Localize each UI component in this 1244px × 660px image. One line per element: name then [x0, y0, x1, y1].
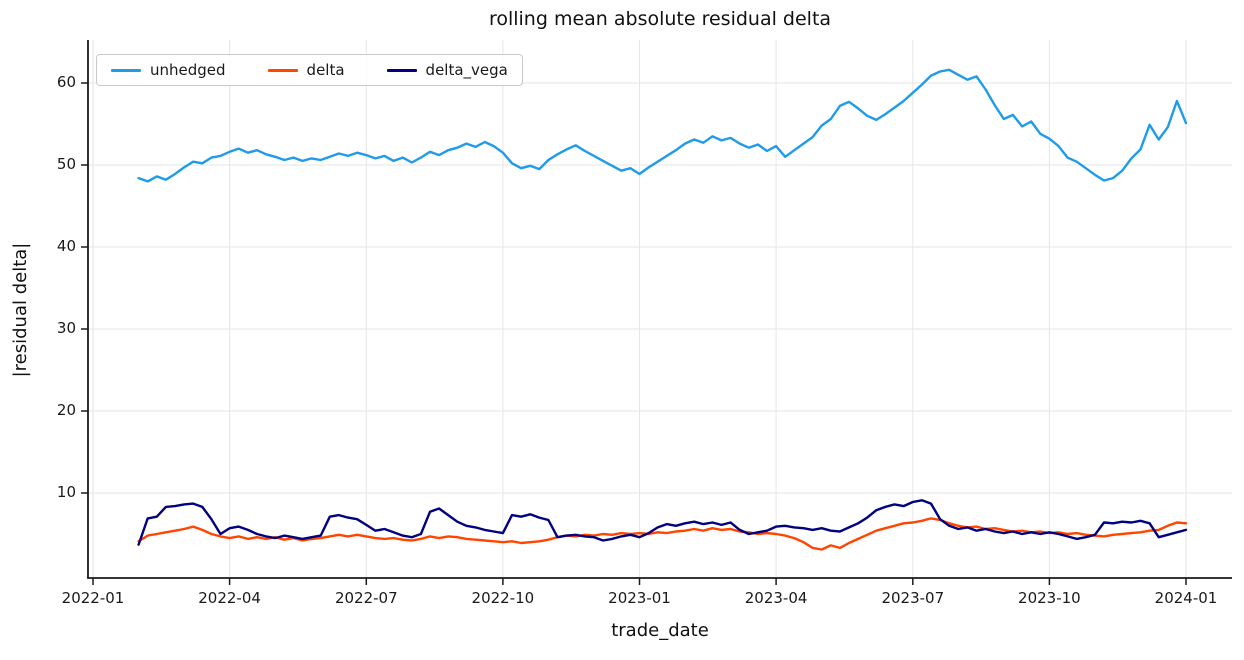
x-tick-label: 2023-07 — [881, 589, 945, 607]
x-tick-label: 2023-01 — [608, 589, 671, 607]
x-tick-label: 2023-04 — [744, 589, 808, 607]
x-tick-label: 2023-10 — [1018, 589, 1081, 607]
legend-label: delta_vega — [425, 61, 508, 79]
y-tick-label: 10 — [56, 483, 76, 501]
legend-item-delta_vega: delta_vega — [386, 61, 508, 79]
chart-title: rolling mean absolute residual delta — [488, 8, 832, 30]
x-axis-label: trade_date — [611, 620, 709, 641]
legend-swatch-delta — [267, 68, 298, 72]
legend-label: unhedged — [150, 61, 226, 79]
y-tick-label: 40 — [56, 237, 76, 255]
y-tick-label: 20 — [56, 401, 76, 419]
series-line-delta_vega — [137, 499, 1188, 546]
x-tick-label: 2022-07 — [334, 589, 398, 607]
x-tick-label: 2022-04 — [198, 589, 261, 607]
legend-item-delta: delta — [267, 61, 345, 79]
y-tick-label: 60 — [56, 73, 76, 91]
x-tick-label: 2024-01 — [1154, 589, 1218, 607]
legend-swatch-delta_vega — [386, 68, 417, 72]
x-tick-label: 2022-01 — [61, 589, 125, 607]
y-tick-label: 50 — [56, 155, 76, 173]
legend-label: delta — [306, 61, 345, 79]
series-line-unhedged — [137, 68, 1188, 183]
y-tick-label: 30 — [56, 319, 76, 337]
legend-swatch-unhedged — [111, 68, 141, 72]
y-axis-label: |residual delta| — [10, 242, 31, 378]
x-tick-label: 2022-10 — [471, 589, 535, 607]
legend: unhedged delta delta_vega — [96, 54, 523, 86]
legend-item-unhedged: unhedged — [111, 61, 226, 79]
